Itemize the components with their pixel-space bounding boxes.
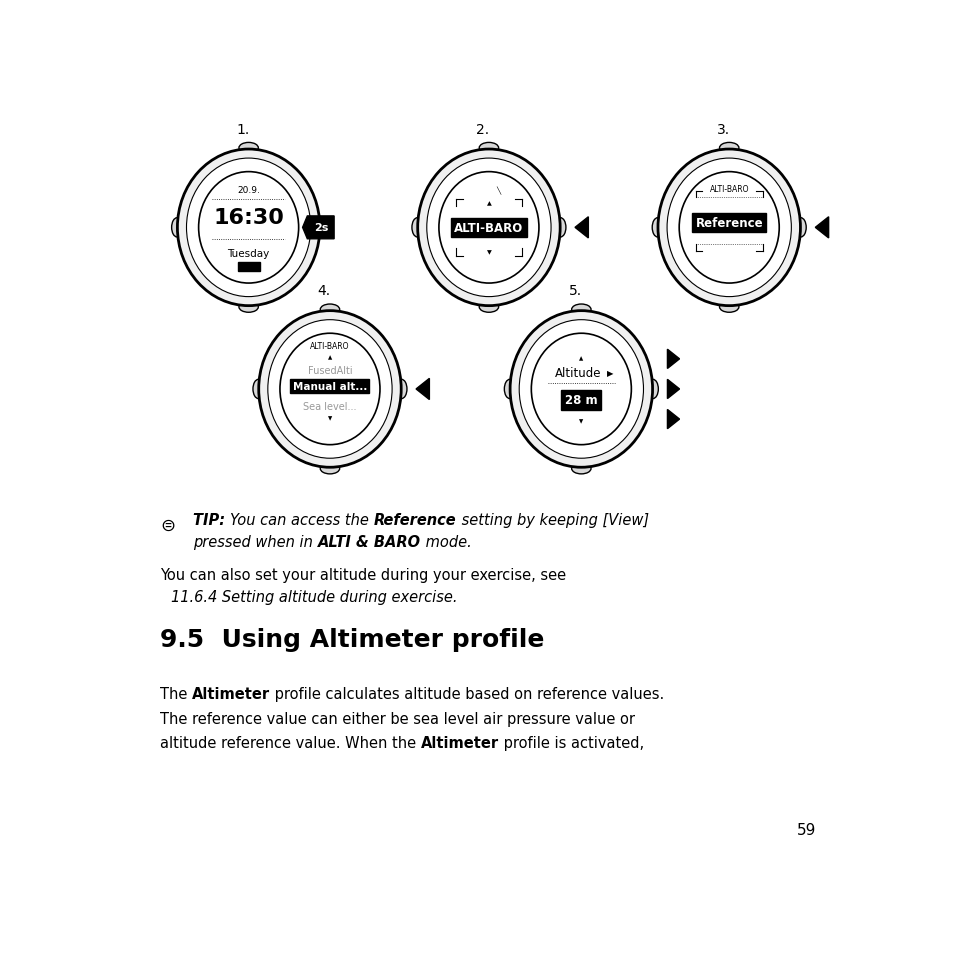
Text: ▲: ▲ xyxy=(578,355,583,361)
Ellipse shape xyxy=(320,463,339,475)
Polygon shape xyxy=(416,379,429,400)
Text: 9.5  Using Altimeter profile: 9.5 Using Altimeter profile xyxy=(160,627,544,651)
Text: ⊜: ⊜ xyxy=(160,517,174,535)
Text: 2.: 2. xyxy=(476,123,489,136)
Text: Altitude: Altitude xyxy=(555,366,601,379)
Text: ▼: ▼ xyxy=(328,416,332,421)
Ellipse shape xyxy=(258,312,401,468)
Ellipse shape xyxy=(198,172,298,284)
Text: Altimeter: Altimeter xyxy=(420,735,498,750)
Text: altitude reference value. When the: altitude reference value. When the xyxy=(160,735,420,750)
Text: ALTI-BARO: ALTI-BARO xyxy=(310,342,350,351)
Text: 28 m: 28 m xyxy=(564,394,597,407)
Text: ▼: ▼ xyxy=(486,251,491,255)
Text: ▲: ▲ xyxy=(486,201,491,206)
Text: 3.: 3. xyxy=(716,123,729,136)
Text: 1.: 1. xyxy=(235,123,249,136)
Text: profile is activated,: profile is activated, xyxy=(498,735,643,750)
Ellipse shape xyxy=(238,302,258,313)
Text: profile calculates altitude based on reference values.: profile calculates altitude based on ref… xyxy=(270,686,663,701)
Text: ▲: ▲ xyxy=(328,355,332,360)
Text: ALTI-BARO: ALTI-BARO xyxy=(454,222,523,234)
Ellipse shape xyxy=(412,218,422,237)
Polygon shape xyxy=(667,380,679,399)
Text: ╲: ╲ xyxy=(496,187,499,194)
Text: 20.9.: 20.9. xyxy=(237,186,260,195)
Ellipse shape xyxy=(253,380,264,399)
Ellipse shape xyxy=(571,463,591,475)
Text: Sea level...: Sea level... xyxy=(303,401,356,412)
Ellipse shape xyxy=(719,143,739,154)
Text: Altimeter: Altimeter xyxy=(192,686,270,701)
Text: Tuesday: Tuesday xyxy=(227,249,270,258)
Text: setting by keeping [View]: setting by keeping [View] xyxy=(456,513,648,528)
Text: Reference: Reference xyxy=(695,216,762,230)
Ellipse shape xyxy=(320,305,339,315)
Polygon shape xyxy=(302,216,334,239)
Ellipse shape xyxy=(279,334,379,445)
Polygon shape xyxy=(667,350,679,369)
Ellipse shape xyxy=(647,380,658,399)
Ellipse shape xyxy=(719,302,739,313)
Ellipse shape xyxy=(478,302,498,313)
Polygon shape xyxy=(667,410,679,429)
Text: 16:30: 16:30 xyxy=(213,208,284,228)
Ellipse shape xyxy=(238,143,258,154)
Text: ▶: ▶ xyxy=(606,368,613,377)
Text: mode.: mode. xyxy=(420,535,471,550)
Ellipse shape xyxy=(504,380,515,399)
Text: FusedAlti: FusedAlti xyxy=(307,365,352,375)
Text: The: The xyxy=(160,686,192,701)
Text: ALTI-BARO: ALTI-BARO xyxy=(709,185,748,193)
Ellipse shape xyxy=(658,150,800,306)
Ellipse shape xyxy=(395,380,407,399)
Text: 2s: 2s xyxy=(314,223,328,233)
Text: Manual alt...: Manual alt... xyxy=(293,381,367,392)
Ellipse shape xyxy=(518,320,643,458)
Ellipse shape xyxy=(177,150,319,306)
Text: pressed when in: pressed when in xyxy=(193,535,317,550)
Ellipse shape xyxy=(478,143,498,154)
Ellipse shape xyxy=(795,218,805,237)
Ellipse shape xyxy=(314,218,325,237)
Polygon shape xyxy=(815,217,828,238)
FancyBboxPatch shape xyxy=(237,263,259,272)
Ellipse shape xyxy=(172,218,182,237)
Ellipse shape xyxy=(268,320,392,458)
Text: ALTI & BARO: ALTI & BARO xyxy=(317,535,420,550)
Ellipse shape xyxy=(531,334,631,445)
Ellipse shape xyxy=(510,312,652,468)
Text: You can also set your altitude during your exercise, see: You can also set your altitude during yo… xyxy=(160,567,565,582)
Text: 11.6.4 Setting altitude during exercise.: 11.6.4 Setting altitude during exercise. xyxy=(171,589,457,604)
Ellipse shape xyxy=(186,159,311,297)
Ellipse shape xyxy=(571,305,591,315)
Text: 59: 59 xyxy=(797,822,816,838)
Ellipse shape xyxy=(679,172,779,284)
Ellipse shape xyxy=(555,218,565,237)
Text: 4.: 4. xyxy=(317,284,330,298)
Ellipse shape xyxy=(438,172,538,284)
Polygon shape xyxy=(575,217,588,238)
Text: TIP:: TIP: xyxy=(193,513,231,528)
Text: You can access the: You can access the xyxy=(231,513,374,528)
Ellipse shape xyxy=(417,150,559,306)
Text: The reference value can either be sea level air pressure value or: The reference value can either be sea le… xyxy=(160,711,635,726)
Ellipse shape xyxy=(652,218,662,237)
Text: Reference: Reference xyxy=(374,513,456,528)
Ellipse shape xyxy=(426,159,551,297)
Text: ▼: ▼ xyxy=(578,418,583,423)
Text: 5.: 5. xyxy=(568,284,581,298)
Ellipse shape xyxy=(666,159,791,297)
